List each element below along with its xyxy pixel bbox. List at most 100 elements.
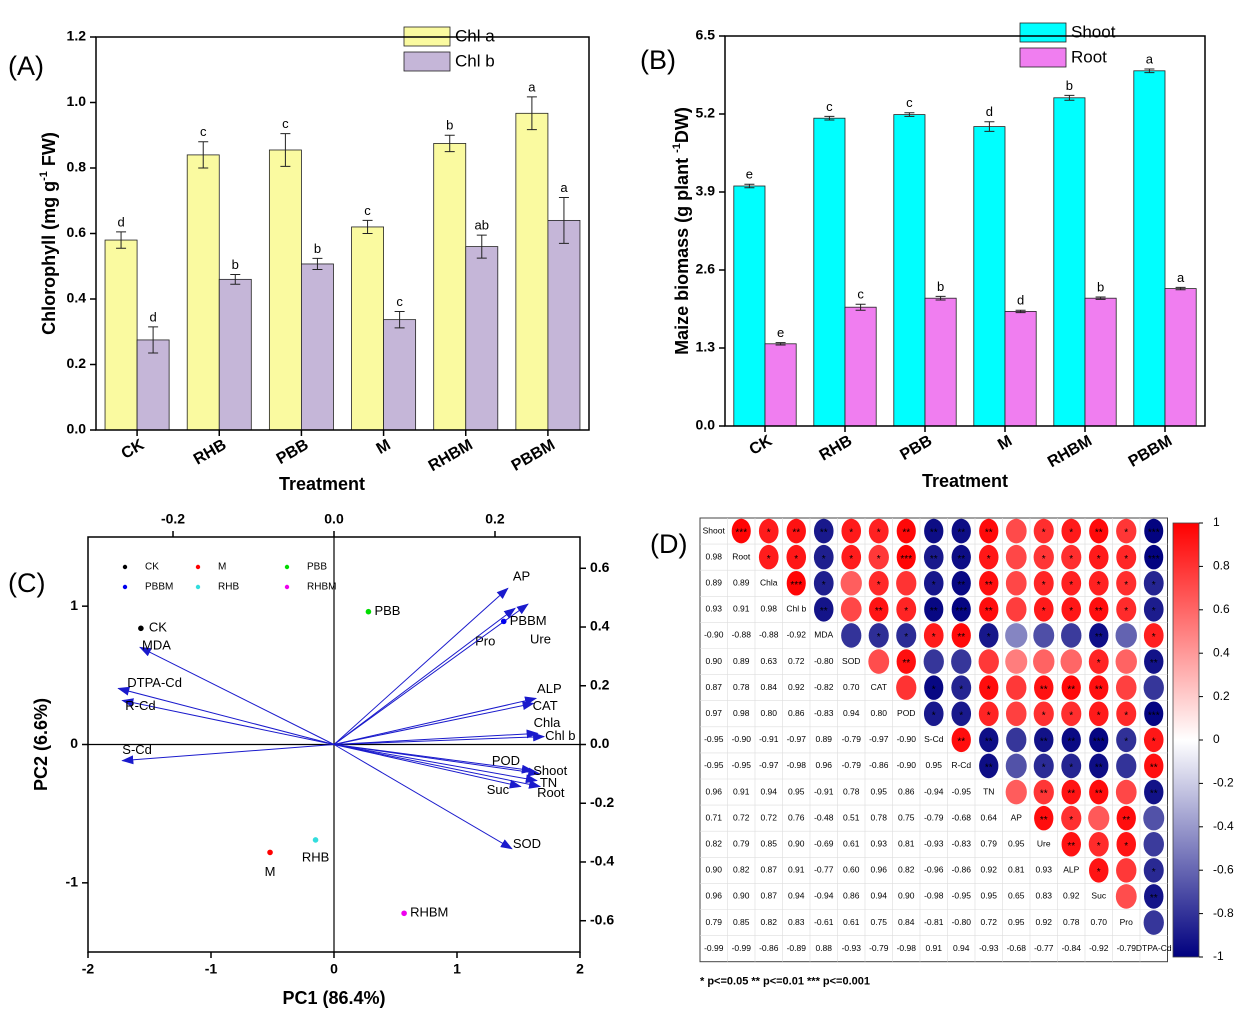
bar	[733, 185, 766, 427]
correlation-ellipse	[978, 623, 999, 648]
x-tick-label: M	[995, 432, 1015, 453]
correlation-value: 0.86	[788, 708, 805, 718]
correlation-value: 0.61	[843, 839, 860, 849]
significance-stars: *	[959, 710, 963, 721]
correlation-value: -0.90	[732, 734, 752, 744]
significance-stars: **	[1122, 815, 1130, 826]
significance-stars: *	[849, 554, 853, 565]
error-bar	[476, 234, 487, 259]
correlation-value: 0.91	[733, 786, 750, 796]
significance-letter: d	[1017, 293, 1024, 308]
loading-label: AP	[513, 569, 530, 584]
significance-letter: c	[857, 287, 864, 302]
correlation-value: -0.80	[814, 656, 834, 666]
significance-letter: a	[560, 180, 568, 195]
correlation-value: -0.95	[704, 734, 724, 744]
significance-stars: *	[1124, 736, 1128, 747]
significance-stars: **	[1040, 684, 1048, 695]
correlation-value: -0.91	[759, 734, 779, 744]
y-axis-title-part: FW)	[39, 132, 59, 171]
correlation-value: -0.98	[897, 943, 917, 953]
loading-arrow	[139, 646, 335, 745]
correlation-value: -0.79	[869, 943, 889, 953]
correlation-ellipse	[951, 675, 972, 700]
significance-stars: **	[1150, 893, 1158, 904]
correlation-ellipse	[1061, 570, 1082, 596]
correlation-ellipse	[979, 597, 999, 622]
correlation-value: 0.91	[788, 865, 805, 875]
significance-letter: c	[906, 95, 913, 110]
correlation-value: 0.51	[843, 812, 860, 822]
legend-swatch	[1019, 47, 1067, 68]
correlation-value: 0.93	[870, 839, 887, 849]
correlation-value: 0.96	[705, 891, 722, 901]
error-bar	[362, 219, 373, 234]
error-bar	[775, 342, 786, 346]
loading-label: S-Cd	[122, 742, 152, 757]
correlation-ellipse	[951, 597, 971, 622]
correlation-value: 0.70	[843, 682, 860, 692]
correlation-value: 0.83	[1035, 891, 1052, 901]
correlation-ellipse	[1089, 779, 1109, 805]
correlation-value: 0.94	[760, 786, 777, 796]
significance-letter: b	[1066, 78, 1073, 93]
correlation-ellipse	[1033, 753, 1054, 779]
correlation-value: -0.79	[1117, 943, 1137, 953]
significance-letter: c	[364, 203, 371, 218]
significance-stars: **	[957, 580, 965, 591]
significance-stars: *	[1069, 580, 1073, 591]
colorbar-tick-label: 0.8	[1213, 559, 1230, 573]
score-label: RHBM	[410, 905, 448, 920]
correlation-ellipse	[1061, 518, 1082, 544]
colorbar-tick-label: 0.2	[1213, 689, 1230, 703]
loading-arrow	[333, 607, 516, 745]
bar	[136, 339, 170, 431]
y-tick-label: 1.2	[67, 28, 87, 44]
correlation-ellipse	[1006, 597, 1027, 622]
correlation-ellipse	[1005, 570, 1027, 596]
significance-stars: *	[1042, 528, 1046, 539]
correlation-ellipse	[1143, 831, 1164, 857]
significance-stars: **	[1095, 684, 1103, 695]
score-label: RHB	[302, 849, 329, 864]
correlation-ellipse	[1006, 675, 1027, 700]
correlation-value: -0.95	[704, 760, 724, 770]
colorbar-tick-label: -0.8	[1213, 906, 1234, 920]
significance-letter: d	[986, 104, 993, 119]
significance-stars: **	[792, 528, 800, 539]
error-bar	[444, 134, 455, 153]
x-tick-label: -2	[82, 961, 95, 977]
x-tick-label: -1	[205, 961, 218, 977]
correlation-value: -0.99	[704, 943, 724, 953]
bar	[465, 246, 499, 431]
significance-letter: c	[826, 99, 833, 114]
loading-label: R-Cd	[125, 698, 155, 713]
error-bar	[824, 115, 835, 121]
significance-stars: *	[1124, 528, 1128, 539]
y-tick-label: 0.2	[67, 355, 87, 371]
correlation-ellipse	[1144, 518, 1164, 544]
correlation-ellipse	[868, 544, 889, 570]
correlation-ellipse	[979, 727, 999, 753]
bar	[1164, 288, 1197, 427]
correlation-ellipse	[1089, 753, 1109, 779]
significance-letter: a	[1177, 270, 1185, 285]
correlation-value: -0.83	[814, 708, 834, 718]
loading-label: POD	[492, 753, 520, 768]
correlation-ellipse	[1033, 649, 1055, 674]
correlation-ellipse	[813, 544, 834, 570]
legend-label: M	[218, 562, 226, 573]
correlation-ellipse	[1088, 831, 1109, 857]
correlation-ellipse	[923, 701, 944, 727]
bar	[1133, 70, 1166, 427]
variable-name: MDA	[814, 630, 833, 640]
error-bar	[198, 141, 209, 169]
correlation-ellipse	[951, 701, 972, 727]
correlation-value: -0.98	[924, 891, 944, 901]
loading-arrow	[333, 732, 546, 745]
correlation-value: -0.92	[1089, 943, 1109, 953]
correlation-value: -0.96	[924, 865, 944, 875]
significance-stars: *	[767, 528, 771, 539]
correlation-ellipse	[1144, 779, 1164, 805]
significance-stars: *	[1152, 736, 1156, 747]
